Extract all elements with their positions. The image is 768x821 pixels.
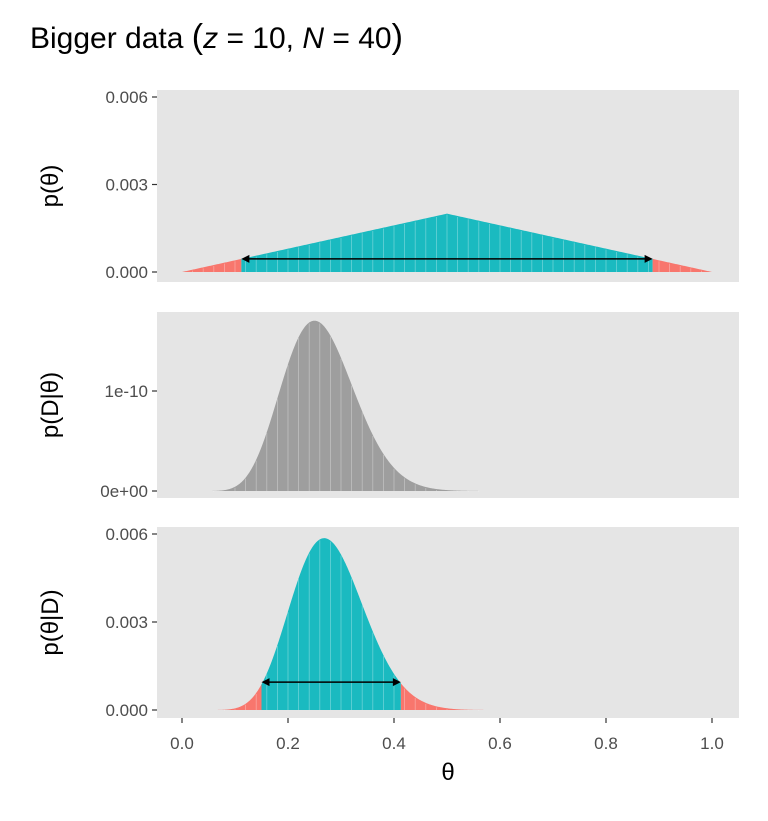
y-tick-label: 1e-10 [105, 382, 148, 401]
y-tick-label: 0.000 [105, 701, 148, 720]
chart-title: Bigger data (z = 10, N = 40) [30, 18, 403, 56]
tail-area-left [182, 258, 242, 272]
x-tick-label: 1.0 [700, 734, 724, 753]
panel-prior: 0.000 0.003 0.006 p(θ) [37, 88, 739, 282]
arrow-head-right [644, 254, 653, 263]
y-axis-label: p(D|θ) [37, 372, 64, 438]
x-tick-label: 0.4 [382, 734, 406, 753]
hdi-area [261, 538, 401, 710]
y-tick-label: 0.000 [105, 263, 148, 282]
y-tick-label: 0.003 [105, 613, 148, 632]
y-tick-label: 0.006 [105, 525, 148, 544]
panel-likelihood: 0e+00 1e-10 p(D|θ) [37, 312, 739, 501]
y-tick-label: 0.006 [105, 88, 148, 107]
tail-area-left [182, 684, 262, 710]
hdi-arrow [241, 254, 653, 263]
arrow-head-right [392, 678, 401, 687]
y-axis-label: p(θ|D) [37, 589, 64, 655]
hdi-area [241, 213, 653, 272]
panel-background [157, 312, 739, 498]
y-axis-label: p(θ) [37, 165, 64, 208]
y-tick-label: 0.003 [105, 176, 148, 195]
x-tick-label: 0.2 [276, 734, 300, 753]
x-tick-label: 0.6 [488, 734, 512, 753]
tail-area-right [400, 683, 712, 710]
arrow-head-left [241, 254, 250, 263]
x-axis-label: θ [441, 759, 454, 786]
likelihood-area [182, 320, 712, 491]
hdi-arrow [261, 678, 401, 687]
panel-background [157, 527, 739, 718]
panel-posterior: 0.000 0.003 0.006 p(θ|D) [37, 525, 739, 720]
x-tick-label: 0.0 [170, 734, 194, 753]
y-tick-label: 0e+00 [100, 482, 148, 501]
arrow-head-left [261, 678, 270, 687]
tail-area-right [652, 258, 712, 272]
x-tick-label: 0.8 [594, 734, 618, 753]
